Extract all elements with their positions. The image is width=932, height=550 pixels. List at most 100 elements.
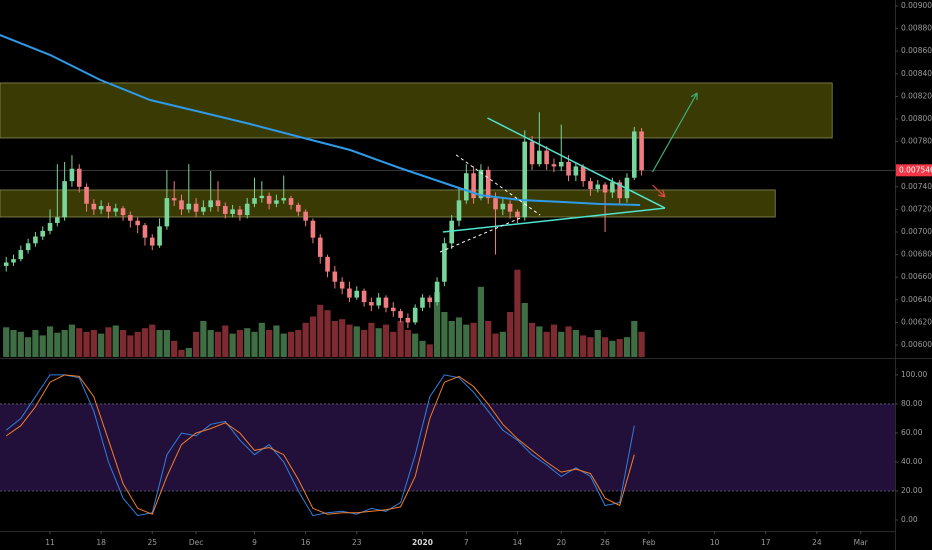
volume-bar — [222, 325, 229, 357]
volume-bar — [105, 327, 112, 357]
volume-bar — [98, 333, 105, 357]
candle-body — [588, 181, 593, 190]
candle-body — [230, 209, 235, 214]
candle-body — [135, 220, 140, 226]
volume-bar — [397, 321, 404, 357]
x-tick-label: 23 — [352, 538, 362, 547]
volume-bar — [280, 333, 287, 357]
volume-bar — [543, 331, 550, 357]
volume-bar — [360, 330, 368, 357]
volume-bar — [171, 340, 178, 357]
candle-body — [310, 220, 316, 238]
candle-body — [69, 168, 75, 182]
volume-bar — [507, 312, 514, 357]
volume-bar — [528, 322, 536, 357]
candle-body — [179, 200, 184, 210]
trendline — [442, 207, 666, 233]
candle-body — [624, 177, 630, 199]
volume-bar — [485, 321, 492, 357]
candle-body — [427, 297, 433, 303]
candle-body — [18, 250, 24, 260]
stoch-band — [0, 403, 895, 491]
x-tick-label: Feb — [642, 538, 656, 547]
volume-bar — [455, 317, 463, 357]
arrow-head — [658, 194, 666, 198]
candle-body — [456, 200, 462, 221]
arrow — [652, 92, 698, 173]
x-tick-label: 10 — [710, 538, 720, 547]
candle-body — [164, 198, 170, 227]
candle-body — [215, 200, 221, 207]
candle-body — [339, 281, 345, 289]
volume-bar — [236, 330, 244, 357]
candle-body — [317, 237, 323, 257]
candle-body — [3, 262, 9, 266]
volume-bar — [631, 321, 638, 357]
volume-bar — [616, 339, 623, 357]
volume-bar — [412, 333, 419, 357]
last-price-label: 0.007546 — [899, 165, 932, 174]
y-tick-label: 0.00 — [901, 515, 918, 524]
x-tick-label: Dec — [189, 538, 204, 547]
volume-bar — [433, 292, 441, 357]
volume-bar — [192, 331, 200, 357]
candle-body — [25, 243, 31, 251]
candle-body — [113, 208, 119, 212]
candle-body — [420, 297, 425, 308]
candle-body — [383, 297, 389, 308]
x-tick-label: 20 — [556, 538, 566, 547]
volume-bar — [266, 330, 273, 357]
candle-body — [84, 186, 89, 204]
candle-body — [47, 222, 53, 231]
candle-body — [252, 198, 257, 204]
candle-body — [201, 207, 206, 212]
y-tick-label: 80.00 — [901, 399, 923, 408]
volume-bar — [572, 330, 579, 357]
volume-bar — [32, 330, 39, 357]
volume-bar — [185, 348, 192, 357]
candle-body — [449, 220, 454, 244]
volume-bar — [149, 324, 156, 357]
volume-bar — [463, 324, 470, 357]
volume-bar — [550, 324, 558, 357]
volume-bar — [54, 332, 61, 357]
volume-bar — [90, 330, 97, 357]
candle-body — [91, 203, 97, 210]
volume-bar — [558, 331, 565, 357]
candle-body — [354, 290, 360, 298]
candle-body — [376, 297, 381, 306]
volume-bar — [25, 337, 32, 357]
candle-body — [478, 169, 484, 199]
candle-body — [529, 141, 535, 165]
candle-body — [62, 181, 67, 218]
trendline — [487, 117, 666, 209]
volume-bar — [375, 328, 382, 357]
candle-body — [631, 131, 637, 178]
volume-bar — [346, 324, 353, 357]
volume-bar — [39, 335, 46, 357]
x-tick-label: 24 — [812, 538, 822, 547]
volume-bar — [368, 322, 375, 357]
volume-bar — [207, 330, 214, 357]
trendline — [455, 154, 541, 216]
candle-body — [398, 311, 403, 318]
volume-bar — [302, 322, 309, 357]
candle-body — [149, 237, 155, 246]
candle-body — [259, 195, 265, 199]
candle-body — [303, 211, 308, 221]
volume-bar — [353, 326, 360, 357]
volume-bar — [477, 286, 485, 357]
zone — [0, 82, 833, 139]
volume-bar — [609, 340, 616, 357]
volume-bar — [68, 324, 76, 357]
volume-bar — [331, 321, 338, 357]
volume-bar — [214, 331, 222, 357]
volume-bar — [587, 337, 594, 357]
candle-body — [128, 215, 133, 221]
volume-bar — [565, 326, 572, 357]
